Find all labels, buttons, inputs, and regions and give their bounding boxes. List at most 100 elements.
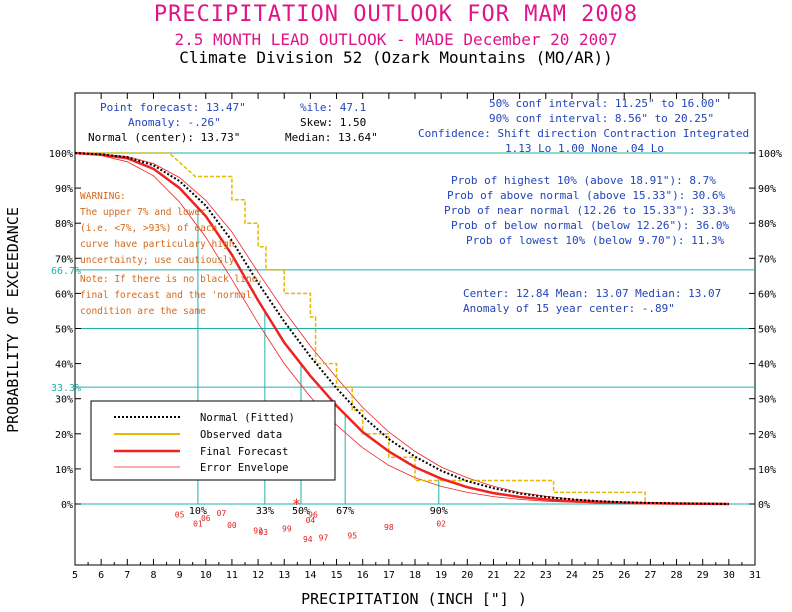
y-label-right-60: 60%	[758, 289, 776, 300]
pct-marker-label-1: 33%	[256, 506, 274, 517]
skew: Skew: 1.50	[300, 116, 366, 129]
note-line-3: condition are the same	[80, 306, 206, 317]
x-tick-label-21: 21	[487, 570, 499, 581]
pct-marker-label-0: 10%	[189, 506, 207, 517]
x-tick-label-17: 17	[383, 570, 395, 581]
x-tick-label-11: 11	[226, 570, 238, 581]
x-tick-label-14: 14	[304, 570, 316, 581]
x-tick-label-15: 15	[331, 570, 343, 581]
x-tick-label-31: 31	[749, 570, 761, 581]
x-tick-label-24: 24	[566, 570, 578, 581]
normal-center: Normal (center): 13.73"	[88, 131, 240, 144]
y-label-left-80: 80%	[55, 219, 73, 230]
year-label-05: 05	[175, 511, 185, 520]
x-tick-label-7: 7	[124, 570, 130, 581]
forecast-point-marker: *	[292, 497, 300, 513]
year-label-97: 97	[319, 533, 329, 542]
y-label-left-20: 20%	[55, 430, 73, 441]
y-label-right-100: 100%	[758, 149, 782, 160]
prob-highest-10: Prob of highest 10% (above 18.91"): 8.7%	[451, 174, 716, 187]
x-tick-label-25: 25	[592, 570, 604, 581]
chart-subtitle: 2.5 MONTH LEAD OUTLOOK - MADE December 2…	[174, 30, 618, 49]
x-tick-label-30: 30	[723, 570, 735, 581]
y-label-left-100: 100%	[49, 149, 73, 160]
x-tick-label-13: 13	[278, 570, 290, 581]
year-label-01: 01	[193, 519, 203, 528]
median: Median: 13.64"	[285, 131, 378, 144]
y-label-left-50: 50%	[55, 325, 73, 336]
prob-lowest-10: Prob of lowest 10% (below 9.70"): 11.3%	[466, 234, 725, 247]
year-label-06: 06	[201, 514, 211, 523]
prob-above-normal: Prob of above normal (above 15.33"): 30.…	[447, 189, 726, 202]
y-label-right-90: 90%	[758, 184, 776, 195]
center-anomaly: Anomaly of 15 year center: -.89"	[463, 302, 675, 315]
conf-90: 90% conf interval: 8.56" to 20.25"	[489, 112, 714, 125]
x-tick-label-5: 5	[72, 570, 78, 581]
x-tick-label-10: 10	[200, 570, 212, 581]
y-label-left-0: 0%	[61, 500, 73, 511]
point-forecast: Point forecast: 13.47"	[100, 101, 246, 114]
year-label-94: 94	[303, 535, 313, 544]
x-tick-label-8: 8	[150, 570, 156, 581]
pct-marker-label-4: 90%	[430, 506, 448, 517]
legend-envelope: Error Envelope	[200, 462, 289, 474]
division-title: Climate Division 52 (Ozark Mountains (MO…	[179, 48, 613, 67]
year-label-98: 98	[384, 523, 394, 532]
series-observed-data	[75, 152, 646, 504]
x-tick-label-28: 28	[671, 570, 683, 581]
warning-line-5: uncertainty; use cautiously.	[80, 255, 240, 266]
x-tick-label-9: 9	[177, 570, 183, 581]
y-label-left-70: 70%	[55, 254, 73, 265]
y-label-left-30: 30%	[55, 395, 73, 406]
prob-near-normal: Prob of near normal (12.26 to 15.33"): 3…	[444, 204, 736, 217]
x-tick-label-27: 27	[644, 570, 656, 581]
x-tick-label-6: 6	[98, 570, 104, 581]
y-label-right-70: 70%	[758, 254, 776, 265]
series-normal-fitted-	[74, 152, 729, 505]
x-axis: 5 6 7 8 9 10 11 12 13 14 15 16 17 18 19 20 21 22 23 24 25 26 2…	[72, 93, 761, 581]
warning-line-4: curve have particulary high	[80, 239, 234, 250]
x-tick-label-19: 19	[435, 570, 447, 581]
pct-marker-label-3: 67%	[336, 506, 354, 517]
percentile: %ile: 47.1	[300, 101, 366, 114]
x-tick-label-23: 23	[540, 570, 552, 581]
ref-label-0: 66.7%	[51, 266, 81, 277]
y-label-left-40: 40%	[55, 360, 73, 371]
chart-title: PRECIPITATION OUTLOOK FOR MAM 2008	[153, 2, 639, 27]
y-label-right-50: 50%	[758, 325, 776, 336]
confidence-values: 1.13 Lo 1.00 None .04 Lo	[505, 142, 664, 155]
x-tick-label-16: 16	[357, 570, 369, 581]
y-label-left-10: 10%	[55, 465, 73, 476]
year-label-95: 95	[347, 532, 357, 541]
year-label-92: 92	[253, 526, 263, 535]
x-tick-label-20: 20	[461, 570, 473, 581]
warning-line-3: (i.e. <7%, >93%) of each	[80, 223, 217, 234]
legend-forecast: Final Forecast	[200, 446, 289, 458]
y-label-left-60: 60%	[55, 289, 73, 300]
y-label-right-30: 30%	[758, 395, 776, 406]
x-tick-label-12: 12	[252, 570, 264, 581]
legend: Normal (Fitted) Observed data Final Fore…	[90, 400, 336, 481]
note-line-2: final forecast and the 'normal'	[80, 290, 257, 301]
y-label-right-0: 0%	[758, 500, 770, 511]
curves	[74, 151, 729, 506]
note-line-1: Note: If there is no black line,	[80, 274, 263, 285]
pct-marker-label-2: 50%	[292, 506, 310, 517]
year-label-96: 96	[308, 511, 318, 520]
year-label-93: 93	[258, 528, 268, 537]
conf-50: 50% conf interval: 11.25" to 16.00"	[489, 97, 721, 110]
y-label-right-80: 80%	[758, 219, 776, 230]
x-tick-label-29: 29	[697, 570, 709, 581]
center-stats: Center: 12.84 Mean: 13.07 Median: 13.07	[463, 287, 721, 300]
year-label-04: 04	[306, 516, 316, 525]
y-label-left-90: 90%	[55, 184, 73, 195]
anomaly: Anomaly: -.26"	[128, 116, 221, 129]
y-axis-label: PROBABILITY OF EXCEEDANCE	[4, 207, 22, 433]
x-tick-label-18: 18	[409, 570, 421, 581]
y-axis: 0% 0% 10% 10% 20% 20% 30% 30% 40% 40% 50% 50% 60% 60%…	[49, 149, 782, 511]
legend-observed: Observed data	[200, 429, 282, 441]
legend-normal: Normal (Fitted)	[200, 412, 295, 424]
x-tick-label-22: 22	[514, 570, 526, 581]
